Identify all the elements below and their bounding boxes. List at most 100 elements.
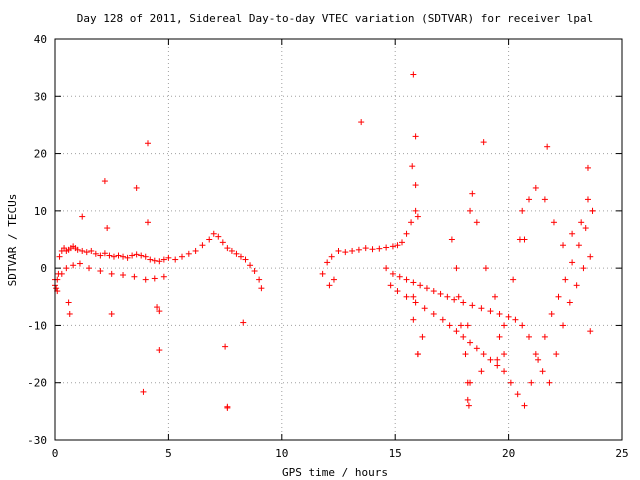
data-point [394,288,401,295]
data-point [541,196,548,203]
data-point [501,351,508,358]
data-point [101,178,108,185]
data-point [473,345,480,352]
data-point [83,249,90,256]
data-point [192,247,199,254]
data-point [92,250,99,257]
data-point [501,322,508,329]
data-point [539,368,546,375]
x-tick-label: 5 [165,447,172,460]
data-point [355,246,362,253]
data-point [453,328,460,335]
data-point [387,282,394,289]
data-point [569,259,576,266]
data-point [512,316,519,323]
axis-ticks [54,38,623,441]
data-point [120,272,127,279]
data-point [86,265,93,272]
data-point [224,245,231,252]
data-point [451,296,458,303]
data-point [224,404,231,411]
data-point [419,333,426,340]
data-point [133,184,140,191]
data-point [222,343,229,350]
data-point [467,379,474,386]
data-point [319,270,326,277]
data-point [478,368,485,375]
data-point [133,251,140,258]
data-point [147,256,154,263]
data-point [140,388,147,395]
data-point [587,253,594,260]
data-point [550,219,557,226]
data-point [403,230,410,237]
data-point [439,316,446,323]
data-point [215,233,222,240]
data-point [453,265,460,272]
data-point [410,316,417,323]
data-point [110,253,117,260]
data-point [151,275,158,282]
data-point [487,308,494,315]
data-point [369,246,376,253]
data-point [247,262,254,269]
y-tick-label: 10 [34,205,47,218]
data-point [410,279,417,286]
data-point [389,270,396,277]
data-point [412,133,419,140]
data-point [349,247,356,254]
y-axis-label: SDTVAR / TECUs [6,194,19,287]
data-point [124,254,131,261]
data-point [410,71,417,78]
data-point [151,257,158,264]
grid-lines [55,39,622,440]
data-point [79,213,86,220]
data-point [142,276,149,283]
data-point [104,225,111,232]
data-point [555,293,562,300]
data-point [560,242,567,249]
data-point [501,368,508,375]
data-point [256,276,263,283]
data-point [526,196,533,203]
data-point [412,207,419,214]
data-point [532,184,539,191]
data-point [544,143,551,150]
data-point [480,139,487,146]
data-point [494,362,501,369]
data-point [408,219,415,226]
data-point [421,305,428,312]
x-tick-labels: 0 5 10 15 20 25 [52,447,629,460]
data-point [330,276,337,283]
data-point [580,265,587,272]
data-point [88,247,95,254]
data-point [394,242,401,249]
data-point [589,207,596,214]
data-point [144,140,151,147]
data-point [326,282,333,289]
data-point [473,219,480,226]
data-point [58,270,65,277]
data-point [519,322,526,329]
y-tick-label: 40 [34,33,47,46]
y-tick-label: -30 [27,434,47,447]
data-point [578,219,585,226]
data-point [467,339,474,346]
data-point [480,351,487,358]
data-point [65,299,72,306]
data-point [362,245,369,252]
data-point [546,379,553,386]
data-point [535,356,542,363]
data-point [144,219,151,226]
data-point [414,351,421,358]
data-point [76,260,83,267]
data-point [172,256,179,263]
data-point [444,293,451,300]
data-point [376,245,383,252]
x-tick-label: 20 [502,447,515,460]
data-point [79,247,86,254]
data-point [575,242,582,249]
y-tick-label: -10 [27,319,47,332]
x-tick-label: 10 [275,447,288,460]
